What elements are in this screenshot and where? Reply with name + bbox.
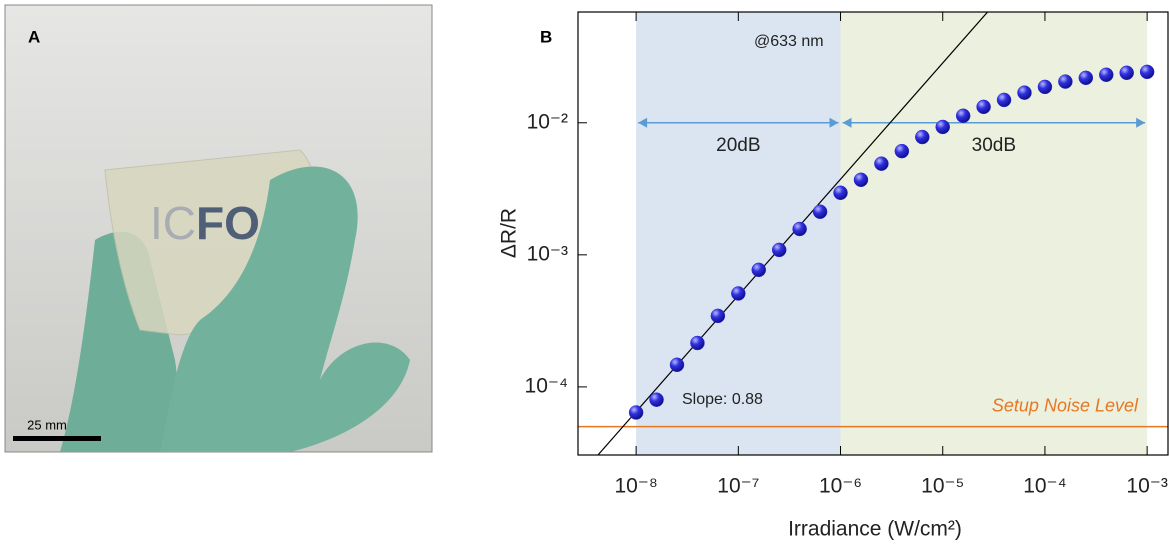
data-point	[751, 262, 767, 278]
data-point	[996, 92, 1012, 108]
data-point	[976, 99, 991, 115]
region-label: 20dB	[716, 135, 760, 156]
x-tick-label: 10⁻⁶	[819, 475, 862, 498]
data-point	[1037, 79, 1053, 95]
data-point	[915, 129, 930, 145]
data-point	[1139, 64, 1155, 80]
data-point	[710, 308, 726, 324]
glove	[160, 166, 410, 452]
x-axis-title: Irradiance (W/cm²)	[788, 518, 962, 541]
y-tick-label: 10⁻²	[527, 110, 568, 133]
panel-label: B	[540, 27, 552, 46]
chart: 20dB 30dB Setup Noise Level Slope: 0.88 @633…	[498, 11, 1169, 541]
region-label: 30dB	[972, 135, 1016, 156]
x-tick-label: 10⁻⁵	[921, 475, 964, 498]
data-point	[1078, 70, 1094, 86]
scale-bar	[13, 436, 101, 441]
data-point	[853, 172, 869, 188]
fit-label: Slope: 0.88	[682, 391, 763, 408]
plot-frame	[577, 11, 1169, 456]
logo-bold: FO	[196, 197, 260, 249]
data-point	[628, 405, 644, 420]
data-point	[731, 286, 746, 301]
data-point	[1099, 67, 1114, 83]
data-point	[874, 156, 889, 171]
y-axis-title: ΔR/R	[498, 208, 521, 258]
data-point	[649, 392, 664, 407]
data-point	[690, 335, 705, 351]
noise-label: Setup Noise Level	[992, 395, 1139, 415]
data-point	[1058, 74, 1073, 89]
data-point	[812, 204, 828, 219]
y-tick-label: 10⁻⁴	[525, 374, 568, 397]
x-tick-label: 10⁻⁷	[717, 475, 759, 498]
data-point	[935, 119, 950, 135]
x-tick-label: 10⁻³	[1126, 475, 1167, 498]
data-point	[955, 108, 971, 124]
data-point	[894, 143, 910, 159]
data-point	[669, 357, 685, 373]
scale-bar-label: 25 mm	[27, 417, 67, 432]
region	[636, 12, 841, 455]
panel-label: A	[28, 27, 40, 46]
data-point	[792, 221, 807, 237]
data-point	[771, 242, 787, 258]
logo-light: IC	[150, 197, 196, 249]
data-point	[1017, 85, 1032, 100]
annotation: @633 nm	[754, 33, 824, 50]
photo: IC FO A 25 mm	[4, 4, 433, 453]
region	[840, 12, 1148, 455]
x-tick-label: 10⁻⁴	[1023, 475, 1066, 498]
data-point	[1119, 65, 1134, 81]
y-tick-label: 10⁻³	[527, 242, 568, 265]
x-tick-label: 10⁻⁸	[614, 475, 657, 498]
data-point	[833, 185, 848, 201]
